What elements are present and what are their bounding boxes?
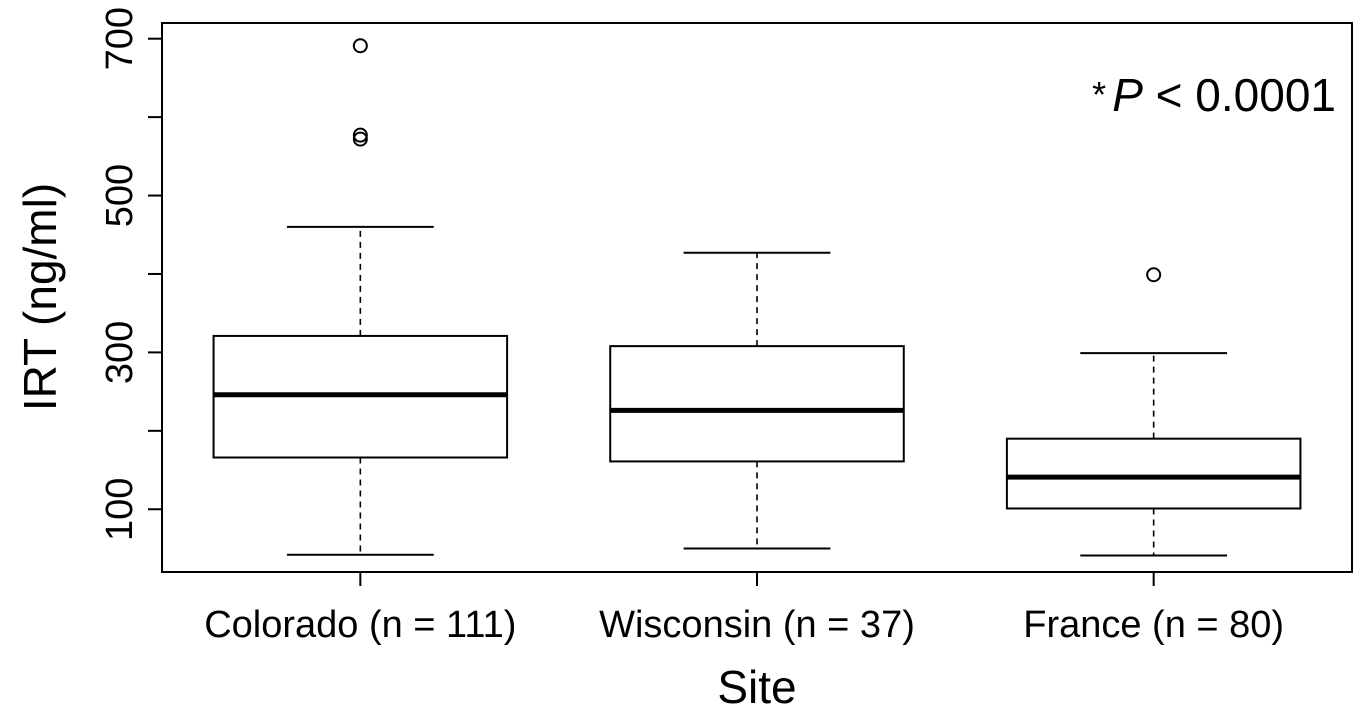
y-tick-label-300: 300 (99, 321, 141, 384)
x-tick-label-2: France (n = 80) (1023, 604, 1284, 646)
y-axis-ticks: 100 300 500 700 (99, 7, 162, 541)
iqr-box-1 (609, 345, 905, 463)
significance-star: * (1092, 74, 1106, 115)
outlier-0-0 (352, 38, 368, 54)
box-0 (212, 38, 509, 556)
p-value-text: < 0.0001 (1143, 69, 1336, 121)
x-tick-label-0: Colorado (n = 111) (204, 604, 516, 646)
outlier-0-2 (352, 131, 368, 147)
p-value-annotation: * P < 0.0001 (1092, 69, 1336, 121)
outlier-2-0 (1146, 267, 1162, 283)
x-tick-label-1: Wisconsin (n = 37) (599, 604, 915, 646)
box-1 (609, 251, 905, 550)
box-2 (1005, 267, 1302, 557)
iqr-box-2 (1005, 437, 1302, 510)
y-tick-label-700: 700 (99, 7, 141, 70)
x-axis-label: Site (717, 661, 796, 713)
y-tick-label-100: 100 (99, 478, 141, 541)
p-symbol: P (1112, 69, 1143, 121)
box-plot-series (212, 38, 1302, 557)
y-tick-label-500: 500 (99, 164, 141, 227)
x-axis: Colorado (n = 111) Wisconsin (n = 37) Fran… (204, 572, 1284, 646)
y-axis-label: IRT (ng/ml) (14, 183, 66, 411)
outlier-0-1 (352, 127, 368, 143)
